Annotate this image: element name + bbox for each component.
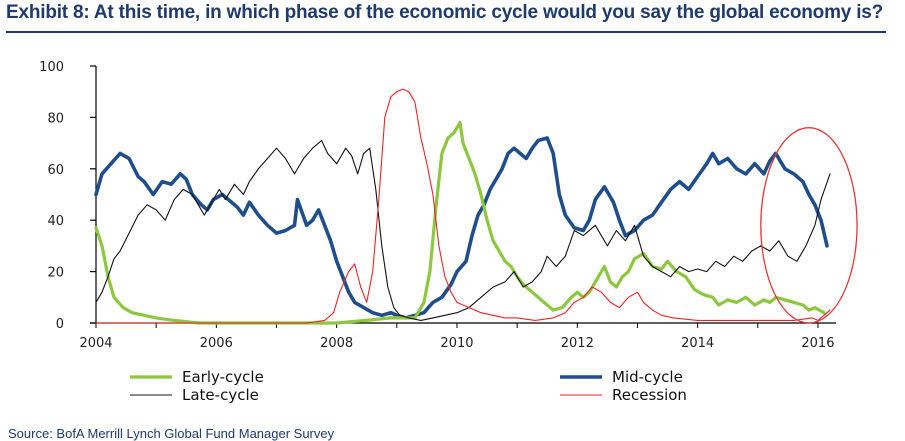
series-line-mid [94,136,829,320]
x-tick-label: 2014 [681,336,714,351]
series-line-recession [95,88,831,324]
chart: 0 20 40 60 80 100 2004 2006 2008 2010 2012 2014 2016… [39,60,858,404]
legend-label-late: Late-cycle [182,386,259,404]
series-line-late [95,139,831,321]
y-tick-label: 80 [47,111,64,126]
y-tick-label: 20 [47,266,64,281]
y-tick-label: 100 [39,60,64,75]
y-tick-label: 0 [56,317,64,332]
series-line-early [94,120,826,325]
x-tick-label: 2016 [801,336,834,351]
y-tick-label: 60 [47,163,64,178]
x-tick-label: 2012 [561,336,594,351]
legend-label-mid: Mid-cycle [612,368,683,386]
source-note: Source: BofA Merrill Lynch Global Fund M… [8,426,335,441]
page-title: Exhibit 8: At this time, in which phase … [6,2,886,33]
x-tick-label: 2008 [320,336,353,351]
y-tick-label: 40 [47,214,64,229]
chart-axes: 0 20 40 60 80 100 2004 2006 2008 2010 2012 2014 2016 [39,60,836,351]
legend-label-recession: Recession [612,386,687,404]
chart-series [94,88,858,325]
x-tick-label: 2010 [440,336,473,351]
highlight-circle [760,127,858,324]
x-tick-label: 2006 [200,336,233,351]
legend-label-early: Early-cycle [182,368,264,386]
x-tick-label: 2004 [79,336,112,351]
